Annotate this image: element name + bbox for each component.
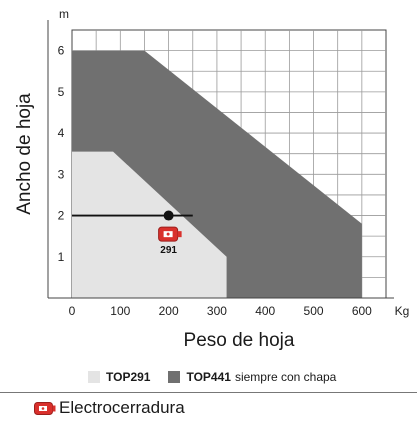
x-tick-label: 100 (110, 304, 130, 318)
y-axis-title: Ancho de hoja (14, 93, 35, 215)
legend-swatch-top291 (88, 371, 100, 383)
area-top291 (72, 151, 227, 298)
x-axis-title: Peso de hoja (184, 330, 295, 351)
lock-legend: Electrocerradura (34, 398, 185, 418)
y-tick-label: 1 (58, 250, 65, 264)
lock-legend-label: Electrocerradura (59, 398, 185, 417)
lock-tab (177, 231, 182, 238)
x-tick-label: 400 (255, 304, 275, 318)
legend-label-top291: TOP291 (106, 370, 151, 384)
y-tick-label: 4 (58, 126, 65, 140)
y-unit-label: m (59, 7, 69, 21)
y-tick-label: 5 (58, 85, 65, 99)
chart-legend: TOP291 TOP441 siempre con chapa (88, 370, 350, 384)
electric-lock-icon (158, 226, 182, 242)
chart-text: 1 2 3 4 5 6 0 100 200 300 400 500 600 m Kg Peso de hoja… (14, 7, 409, 351)
x-tick-label: 500 (304, 304, 324, 318)
legend-extra-top441: siempre con chapa (234, 370, 337, 384)
legend-item-top291: TOP291 (88, 370, 154, 384)
chart-areas (72, 50, 362, 298)
x-tick-label: 600 (352, 304, 372, 318)
y-tick-label: 2 (58, 209, 65, 223)
lock-dot (166, 232, 170, 236)
y-tick-label: 3 (58, 167, 65, 181)
x-tick-label: 300 (207, 304, 227, 318)
legend-divider (0, 392, 417, 393)
legend-swatch-top441 (168, 371, 181, 383)
x-unit-label: Kg (395, 304, 410, 318)
electric-lock-icon (34, 401, 56, 415)
chart-axes (47, 20, 394, 299)
x-tick-label: 0 (69, 304, 76, 318)
marker-dot (163, 210, 174, 221)
x-tick-label: 200 (159, 304, 179, 318)
load-chart: 1 2 3 4 5 6 0 100 200 300 400 500 600 m Kg Peso de hoja… (14, 7, 409, 351)
chart-marks (72, 210, 193, 242)
lock-annotation-label: 291 (160, 245, 177, 256)
legend-item-top441: TOP441 siempre con chapa (168, 370, 336, 384)
legend-label-top441: TOP441 (186, 370, 231, 384)
y-tick-label: 6 (58, 44, 65, 58)
